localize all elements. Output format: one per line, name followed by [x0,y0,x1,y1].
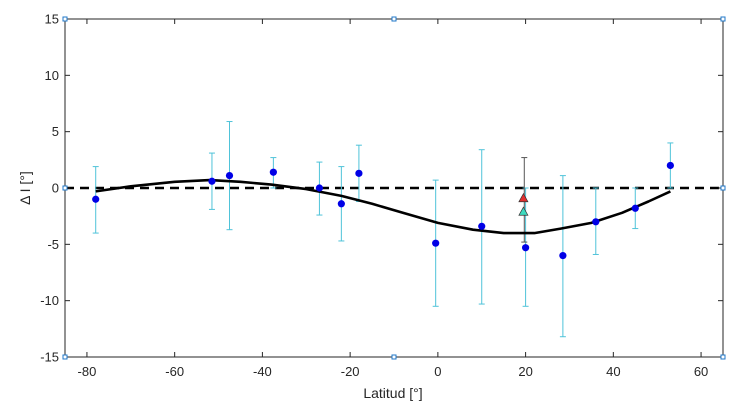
data-point [592,218,600,226]
data-point [208,177,216,185]
x-tick-label: -80 [78,364,97,379]
figure-handle [720,354,726,360]
figure-handle [62,16,68,22]
x-tick-label: 60 [694,364,708,379]
chart-marks [65,121,723,338]
x-tick-label: -60 [165,364,184,379]
y-axis-label: Δ I [°] [17,171,33,205]
data-point [355,169,363,177]
y-tick-label: 10 [45,68,59,83]
axes: -80 -60 -40 -20 0 20 40 60 -15 -10 -5 0 5 10 15 [40,12,726,379]
data-point [92,195,100,203]
x-tick-label: 0 [434,364,441,379]
figure-handle [391,354,397,360]
y-tick-label: -10 [40,293,59,308]
data-point [559,252,567,260]
x-tick-label: -20 [341,364,360,379]
figure-handle [62,185,68,191]
x-tick-label: 20 [518,364,532,379]
x-axis-label: Latitud [°] [363,385,422,401]
x-tick-label: -40 [253,364,272,379]
triangle-point [518,192,529,203]
y-tick-label: 15 [45,12,59,27]
figure-handle [720,16,726,22]
figure-handle [720,185,726,191]
data-point [432,239,440,247]
y-tick-label: 0 [52,181,59,196]
y-tick-label: -5 [47,237,59,252]
data-point [225,172,234,180]
y-tick-label: 5 [52,124,59,139]
data-point [522,244,530,252]
data-point [631,204,639,212]
data-point [478,222,486,230]
data-point [315,184,324,192]
data-point [337,200,345,208]
figure-handle [391,16,397,22]
data-point [269,168,277,176]
y-tick-label: -15 [40,350,59,365]
triangle-point [518,206,529,216]
data-point [666,161,674,170]
figure-handle [62,354,68,360]
x-tick-label: 40 [606,364,620,379]
